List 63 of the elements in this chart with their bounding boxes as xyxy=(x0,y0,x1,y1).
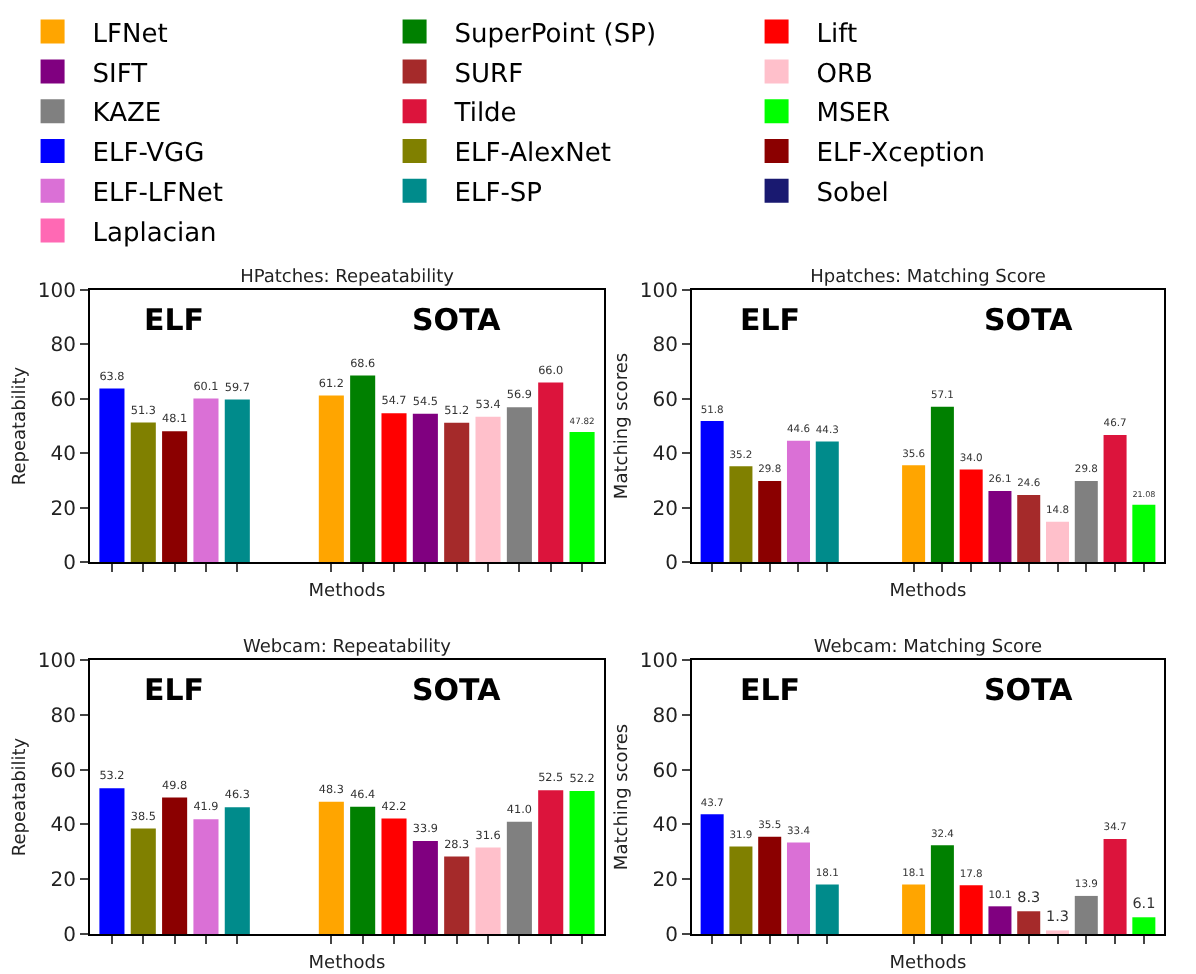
y-tick-label: 100 xyxy=(37,281,76,303)
y-tick-label: 0 xyxy=(665,553,678,575)
y-tick-label: 40 xyxy=(50,444,76,467)
legend-label: Lift xyxy=(816,19,858,50)
legend-label: MSER xyxy=(816,99,891,130)
annotation: ELF xyxy=(144,672,205,708)
data-label: 8.3 xyxy=(1017,887,1042,906)
y-tick-label: 80 xyxy=(652,705,678,728)
annotation: SOTA xyxy=(412,672,502,708)
y-tick-label: 80 xyxy=(50,335,76,358)
legend-label: Tilde xyxy=(452,99,517,130)
y-tick-label: 60 xyxy=(50,760,76,783)
legend-label: LFNet xyxy=(92,19,168,50)
chart-title: Hpatches: Matching Score xyxy=(810,268,1047,288)
y-axis-title: Matching scores xyxy=(612,352,633,500)
y-tick-label: 60 xyxy=(652,760,678,783)
x-axis-title: Methods xyxy=(308,953,387,974)
y-tick-label: 100 xyxy=(639,651,678,673)
y-axis-title: Matching scores xyxy=(612,723,633,871)
data-label: 6.1 xyxy=(1132,893,1156,912)
y-axis-title: Repeatability xyxy=(10,736,31,857)
chart-title: Webcam: Matching Score xyxy=(813,638,1044,658)
y-tick-label: 100 xyxy=(639,281,678,303)
x-axis-title: Methods xyxy=(889,953,968,974)
chart-title: Webcam: Repeatability xyxy=(242,638,453,658)
legend-label: ORB xyxy=(816,59,873,90)
legend-label: Laplacian xyxy=(92,218,217,249)
y-tick-label: 20 xyxy=(652,498,678,521)
legend-label: ELF-Xception xyxy=(816,139,985,170)
y-tick-label: 20 xyxy=(652,870,678,893)
y-tick-label: 20 xyxy=(50,870,76,893)
x-axis-title: Methods xyxy=(308,581,387,602)
legend-label: ELF-AlexNet xyxy=(454,139,611,170)
y-tick-label: 80 xyxy=(50,705,76,728)
y-tick-label: 0 xyxy=(63,925,76,947)
legend-label: SuperPoint (SP) xyxy=(454,19,657,50)
legend-label: Sobel xyxy=(816,178,889,209)
legend-label: ELF-SP xyxy=(454,178,543,209)
y-tick-label: 60 xyxy=(50,389,76,412)
y-axis-title: Repeatability xyxy=(10,365,31,486)
y-tick-label: 40 xyxy=(652,444,678,467)
y-tick-label: 0 xyxy=(665,925,678,947)
chart-title: HPatches: Repeatability xyxy=(240,268,456,288)
annotation: ELF xyxy=(740,302,801,338)
annotation: ELF xyxy=(144,302,205,338)
legend-label: KAZE xyxy=(92,99,162,130)
annotation: SOTA xyxy=(984,672,1074,708)
legend-label: SURF xyxy=(454,59,524,90)
legend-label: ELF-VGG xyxy=(92,139,205,170)
data-label: 1.3 xyxy=(1046,906,1070,925)
y-tick-label: 40 xyxy=(50,815,76,838)
y-tick-label: 40 xyxy=(652,815,678,838)
annotation: SOTA xyxy=(984,302,1074,338)
y-tick-label: 20 xyxy=(50,498,76,521)
legend-label: SIFT xyxy=(92,59,148,90)
x-axis-title: Methods xyxy=(889,581,968,602)
annotation: SOTA xyxy=(412,302,502,338)
annotation: ELF xyxy=(740,672,801,708)
y-tick-label: 60 xyxy=(652,389,678,412)
y-tick-label: 0 xyxy=(63,553,76,575)
y-tick-label: 80 xyxy=(652,335,678,358)
legend-label: ELF-LFNet xyxy=(92,178,223,209)
y-tick-label: 100 xyxy=(37,651,76,673)
